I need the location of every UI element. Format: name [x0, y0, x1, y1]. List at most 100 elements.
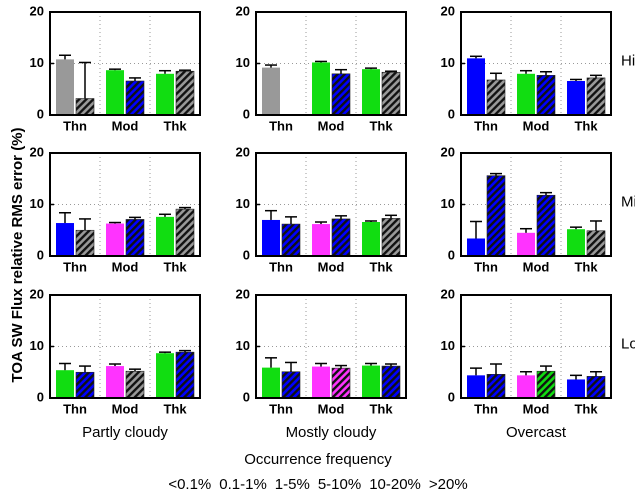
error-bar	[385, 363, 397, 367]
error-bar	[129, 216, 141, 220]
bar	[567, 379, 585, 398]
hatched-bar	[125, 219, 145, 257]
column-label: Overcast	[506, 424, 567, 441]
error-bar	[520, 370, 532, 376]
bar	[312, 366, 330, 398]
x-tick-label: Thk	[574, 118, 598, 133]
y-tick-label: 20	[441, 3, 455, 18]
y-tick-label: 10	[30, 196, 44, 211]
axes-frame	[460, 11, 612, 116]
bar	[517, 375, 535, 398]
column-label: Partly cloudy	[82, 424, 168, 441]
hatched-bar	[586, 230, 606, 257]
axes-frame	[49, 152, 201, 257]
error-bar	[385, 214, 397, 219]
error-bar	[129, 77, 141, 82]
bar	[312, 62, 330, 115]
error-bar	[179, 206, 191, 210]
bar	[467, 238, 485, 256]
hatched-bar	[536, 194, 556, 257]
hatched-bar	[486, 175, 506, 257]
y-tick-label: 20	[30, 3, 44, 18]
hatched-bar	[75, 229, 95, 257]
error-bar	[470, 55, 482, 59]
x-tick-label: Mod	[112, 401, 139, 416]
error-bar	[590, 220, 602, 231]
bar	[262, 367, 280, 398]
axes-frame	[460, 152, 612, 257]
bar	[106, 366, 124, 398]
bar	[467, 375, 485, 398]
error-bar	[265, 357, 277, 368]
error-bar	[109, 221, 121, 224]
error-bar	[159, 213, 171, 217]
y-tick-label: 20	[236, 3, 250, 18]
legend-entry: 5-10%	[318, 476, 361, 493]
error-bar	[59, 362, 71, 371]
y-tick-label: 20	[441, 144, 455, 159]
hatched-bar	[331, 218, 351, 257]
x-tick-label: Thn	[269, 259, 293, 274]
y-tick-label: 10	[30, 55, 44, 70]
axes-frame	[49, 294, 201, 399]
x-tick-label: Thn	[269, 118, 293, 133]
bar	[362, 69, 380, 115]
hatched-bar	[586, 77, 606, 116]
hatched-bar	[331, 367, 351, 399]
y-tick-label: 0	[37, 389, 44, 404]
y-tick-label: 0	[243, 247, 250, 262]
x-tick-label: Thn	[474, 259, 498, 274]
bar	[106, 223, 124, 256]
bar	[567, 229, 585, 256]
error-bar	[540, 70, 552, 76]
legend-entry: 10-20%	[369, 476, 421, 493]
bar	[567, 81, 585, 115]
hatched-bar	[486, 79, 506, 116]
bar	[56, 59, 74, 115]
hatched-bar	[381, 218, 401, 257]
hatched-bar	[175, 208, 195, 257]
hatched-bar	[281, 371, 301, 399]
x-tick-label: Thn	[63, 259, 87, 274]
error-bar	[109, 68, 121, 71]
row-label: High	[621, 52, 635, 69]
x-tick-label: Mod	[318, 118, 345, 133]
error-bar	[590, 74, 602, 78]
bar	[312, 224, 330, 256]
error-bar	[79, 218, 91, 231]
bar	[517, 232, 535, 256]
y-tick-label: 10	[441, 55, 455, 70]
error-bar	[285, 361, 297, 372]
y-tick-label: 10	[236, 55, 250, 70]
y-tick-label: 20	[236, 286, 250, 301]
error-bar	[365, 220, 377, 223]
error-bar	[470, 220, 482, 239]
error-bar	[385, 70, 397, 73]
error-bar	[520, 69, 532, 74]
hatched-bar	[486, 374, 506, 399]
y-tick-label: 0	[243, 389, 250, 404]
error-bar	[79, 61, 91, 99]
row-label: Low	[621, 335, 635, 352]
axes-frame	[255, 152, 407, 257]
x-tick-label: Mod	[523, 259, 550, 274]
y-tick-label: 0	[448, 389, 455, 404]
y-tick-label: 20	[236, 144, 250, 159]
legend-entry: >20%	[429, 476, 468, 493]
x-tick-label: Thk	[574, 259, 598, 274]
legend-title: Occurrence frequency	[244, 451, 392, 468]
hatched-bar	[175, 70, 195, 116]
y-tick-label: 20	[441, 286, 455, 301]
hatched-bar	[75, 98, 95, 116]
error-bar	[315, 362, 327, 367]
legend-entry: <0.1%	[168, 476, 211, 493]
column-label: Mostly cloudy	[286, 424, 377, 441]
hatched-bar	[125, 370, 145, 399]
bar	[56, 223, 74, 256]
hatched-bar	[536, 75, 556, 116]
error-bar	[59, 54, 71, 60]
hatched-bar	[125, 80, 145, 116]
bar	[517, 73, 535, 115]
y-tick-label: 10	[441, 338, 455, 353]
